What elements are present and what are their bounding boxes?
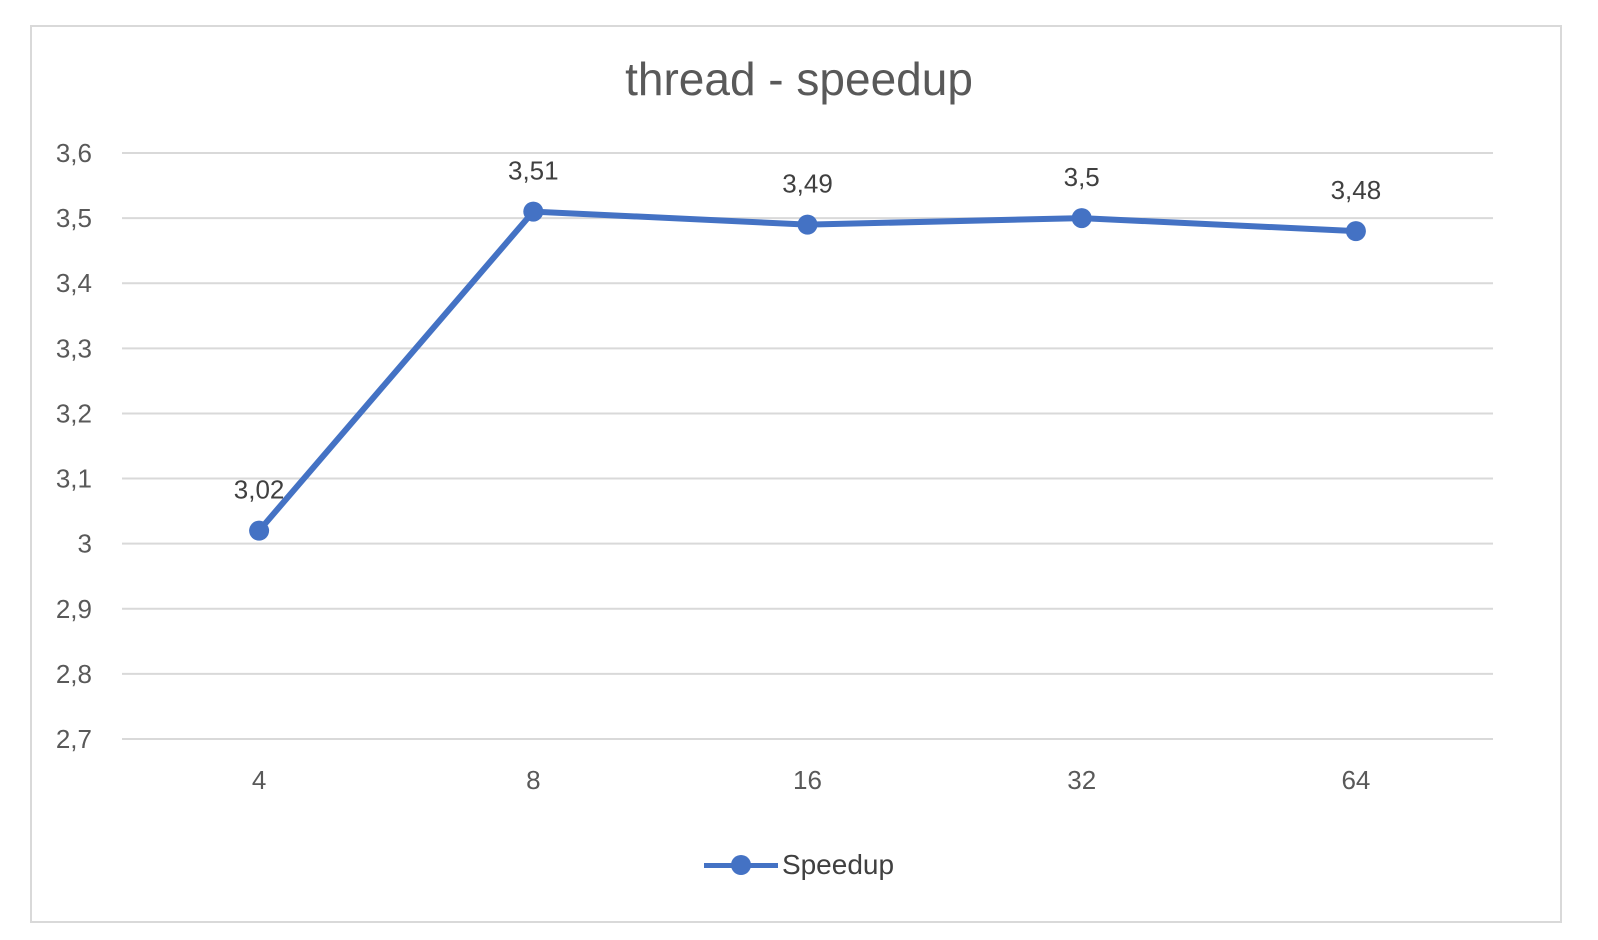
x-tick-label: 64 xyxy=(1341,765,1370,795)
data-point xyxy=(249,520,270,541)
chart-area xyxy=(30,25,1562,923)
y-tick-label: 3,5 xyxy=(56,203,92,233)
data-point xyxy=(797,214,818,235)
data-point xyxy=(1345,221,1366,242)
data-label: 3,51 xyxy=(508,156,559,186)
chart-title: thread - speedup xyxy=(625,53,973,105)
legend-swatch-speedup xyxy=(703,855,778,875)
series-line xyxy=(256,208,1359,534)
x-tick-label: 32 xyxy=(1067,765,1096,795)
y-tick-label: 3,2 xyxy=(56,398,92,428)
data-point xyxy=(523,201,544,222)
legend-label-speedup: Speedup xyxy=(781,849,895,880)
data-label: 3,5 xyxy=(1064,162,1100,192)
legend: Speedup xyxy=(0,845,1598,885)
data-label: 3,49 xyxy=(782,169,833,199)
y-tick-label: 2,8 xyxy=(56,659,92,689)
data-label: 3,02 xyxy=(234,475,285,505)
y-tick-label: 3,4 xyxy=(56,268,92,298)
x-tick-label: 16 xyxy=(793,765,822,795)
y-tick-label: 3,3 xyxy=(56,333,92,363)
y-tick-label: 2,9 xyxy=(56,594,92,624)
x-tick-label: 8 xyxy=(526,765,540,795)
y-tick-label: 2,7 xyxy=(56,724,92,754)
data-label: 3,48 xyxy=(1331,175,1382,205)
data-point xyxy=(1071,208,1092,229)
x-tick-label: 4 xyxy=(252,765,266,795)
y-tick-label: 3,1 xyxy=(56,464,92,494)
y-tick-label: 3,6 xyxy=(56,138,92,168)
y-tick-label: 3 xyxy=(78,529,92,559)
